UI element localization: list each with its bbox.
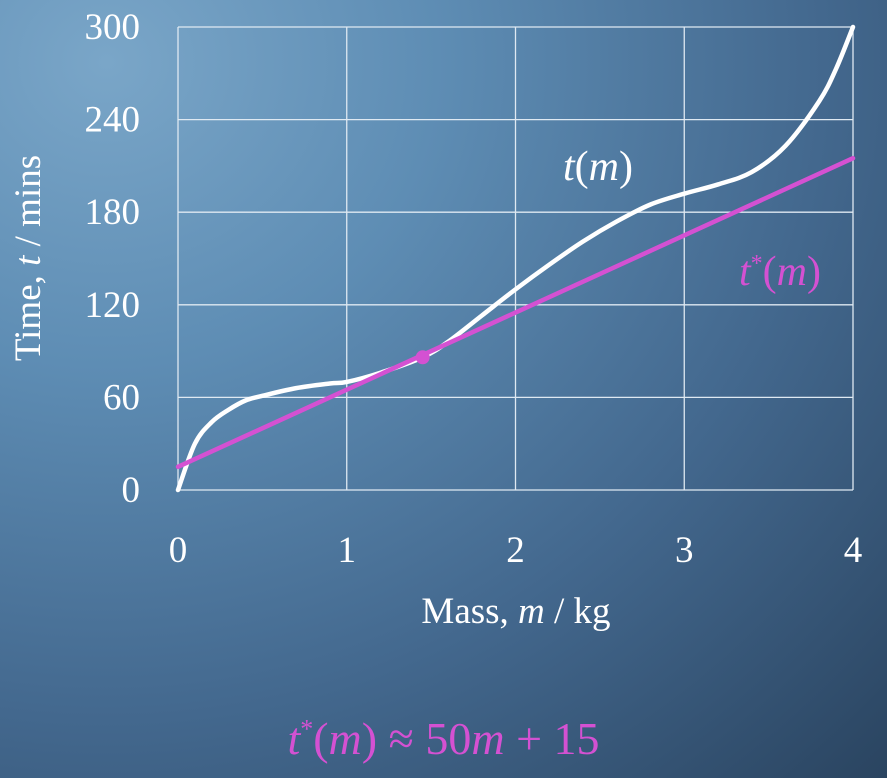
- grid-lines: [177, 26, 854, 491]
- y-tick-label: 180: [85, 192, 141, 233]
- series-label-t-open: (: [575, 144, 589, 190]
- x-tick-label: 3: [675, 530, 694, 571]
- series-label-tstar-sup: *: [751, 251, 763, 277]
- y-tick-label: 0: [122, 470, 141, 511]
- formula-lhs-close: ): [361, 713, 389, 764]
- series-line-tstar: [175, 155, 856, 470]
- series-label-t-close: ): [619, 144, 633, 190]
- y-axis-label-suffix: / mins: [8, 155, 49, 256]
- series-label-t-base: t: [563, 144, 576, 190]
- x-axis-label-prefix: Mass,: [421, 591, 518, 632]
- y-axis-label-prefix: Time,: [8, 266, 49, 361]
- chart-svg: 0 1 2 3 4 0 60 120 180 240 300 Mass, m / kg Time,…: [8, 7, 863, 632]
- formula-rhs-tail: + 15: [504, 713, 600, 764]
- y-tick-labels: 0 60 120 180 240 300: [85, 7, 141, 511]
- x-axis-label-var: m: [518, 591, 545, 632]
- x-tick-label: 0: [169, 530, 188, 571]
- formula-rhs: ≈ 50: [388, 713, 472, 764]
- y-axis-label-var: t: [8, 254, 49, 266]
- series-label-tstar-open: (: [763, 249, 777, 295]
- y-tick-label: 240: [85, 100, 141, 141]
- y-tick-label: 300: [85, 7, 141, 48]
- series-label-t-arg: m: [589, 144, 619, 190]
- y-tick-label: 120: [85, 285, 141, 326]
- x-axis-label: Mass, m / kg: [421, 591, 610, 632]
- approximation-formula: t*(m) ≈ 50m + 15: [0, 712, 887, 765]
- series-label-tstar-base: t: [739, 249, 752, 295]
- x-tick-labels: 0 1 2 3 4: [169, 530, 863, 571]
- x-tick-label: 2: [506, 530, 525, 571]
- formula-rhs-var: m: [471, 713, 505, 764]
- series-label-t: t(m): [563, 144, 633, 190]
- series-group: [175, 24, 856, 493]
- x-tick-label: 4: [844, 530, 863, 571]
- formula-lhs-var: t: [287, 713, 301, 764]
- series-line-t: [175, 24, 856, 493]
- formula-lhs-sup: *: [300, 714, 314, 744]
- intersection-point: [415, 350, 430, 365]
- y-axis-label: Time, t / mins: [8, 155, 49, 361]
- formula-lhs-open: (: [313, 713, 329, 764]
- x-tick-label: 1: [338, 530, 357, 571]
- y-tick-label: 60: [103, 377, 140, 418]
- x-axis-label-suffix: / kg: [545, 591, 611, 632]
- series-label-tstar: t*(m): [739, 249, 821, 295]
- series-label-tstar-arg: m: [777, 249, 807, 295]
- formula-lhs-arg: m: [328, 713, 362, 764]
- series-label-tstar-close: ): [807, 249, 821, 295]
